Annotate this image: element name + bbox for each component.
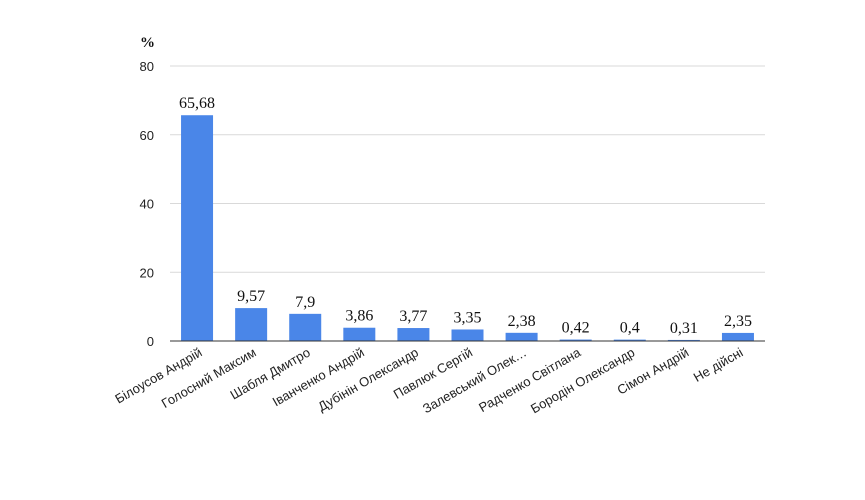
data-label: 3,86 [345, 308, 373, 325]
data-label: 0,31 [670, 320, 698, 337]
data-label: 9,57 [237, 288, 265, 305]
data-label: 0,4 [620, 320, 640, 337]
bar [505, 332, 538, 341]
bar [181, 115, 214, 341]
bars [181, 115, 754, 341]
y-tick-label: 0 [147, 334, 154, 349]
gridlines [170, 65, 765, 273]
data-label: 7,9 [295, 294, 315, 311]
bar [235, 308, 268, 341]
y-tick-label: 20 [140, 265, 154, 280]
data-label: 65,68 [179, 95, 215, 112]
bar [397, 328, 430, 341]
data-label: 3,77 [399, 308, 427, 325]
y-axis-unit-label: % [140, 35, 155, 51]
y-tick-label: 80 [140, 59, 154, 74]
bar [667, 339, 700, 341]
data-label: 0,42 [562, 320, 590, 337]
data-labels: 65,68 9,57 7,9 3,86 3,77 3,35 2,38 0,42 0,4 0,31 2… [179, 95, 752, 337]
bar [613, 339, 646, 341]
bar [289, 313, 322, 341]
data-label: 2,38 [508, 313, 536, 330]
x-tick-label: Голосний Максим [159, 345, 259, 411]
data-label: 2,35 [724, 313, 752, 330]
bar [559, 339, 592, 341]
bar [343, 327, 376, 341]
data-label: 3,35 [454, 309, 482, 326]
y-axis-ticks: 0 20 40 60 80 [140, 59, 154, 349]
y-tick-label: 60 [140, 128, 154, 143]
x-tick-label: Не дійсні [691, 345, 746, 385]
bar [451, 329, 484, 341]
bar [721, 332, 754, 341]
x-tick-label: Дубінін Олександр [315, 345, 421, 415]
y-tick-label: 40 [140, 197, 154, 212]
